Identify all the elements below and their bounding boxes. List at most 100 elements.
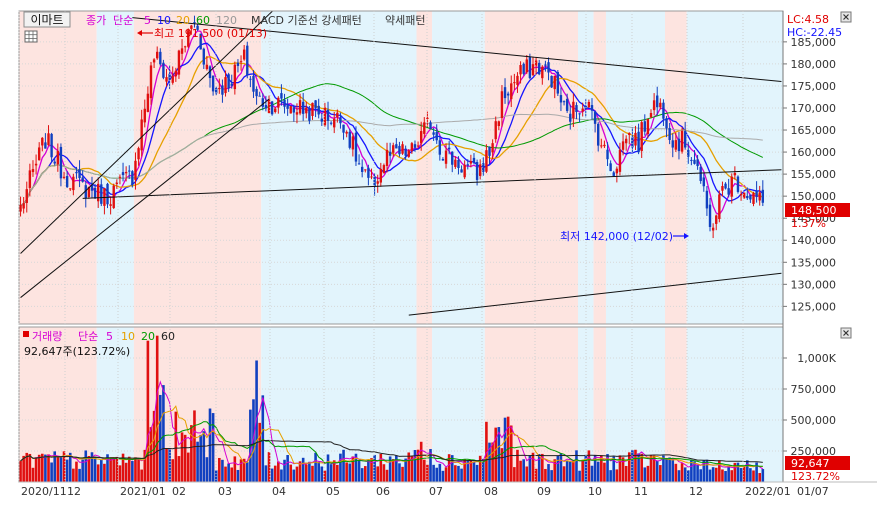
volume-bar [575, 450, 578, 482]
volume-bar [174, 411, 178, 482]
volume-bar [708, 469, 712, 482]
candle-body [569, 113, 572, 122]
date-axis: 2020/11 12 2021/01 02 03 04 05 06 07 08 09 10 11 12 20… [18, 11, 829, 498]
candle-body [597, 123, 600, 146]
volume-bar [280, 469, 283, 482]
candle-body [736, 176, 740, 192]
candle-body [246, 45, 249, 76]
volume-bar [640, 453, 643, 482]
volume-bar [109, 458, 112, 482]
volume-moving-averages [20, 380, 764, 470]
volume-bar [155, 335, 159, 482]
volume-bar [270, 468, 274, 482]
candle-body [671, 140, 674, 148]
pattern-band [484, 11, 579, 324]
candle-body [317, 105, 320, 115]
volume-bar [544, 468, 547, 482]
close-icon [843, 14, 849, 20]
volume-bar [190, 425, 193, 482]
volume-bar [124, 462, 128, 482]
date-tick-label: 06 [376, 485, 390, 498]
volume-bar [568, 461, 572, 482]
candle-body [575, 105, 578, 113]
candle-body [118, 176, 122, 178]
candle-body [100, 184, 103, 204]
candle-body [752, 193, 755, 204]
volume-bar [413, 450, 417, 482]
candle-body [286, 105, 289, 109]
candle-body [634, 132, 637, 146]
candle-body [283, 99, 286, 107]
pattern-band [484, 327, 579, 482]
volume-legend-item: 10 [121, 330, 135, 343]
pattern-band [96, 327, 134, 482]
volume-bar [693, 461, 696, 482]
price-panel-close-button[interactable] [840, 11, 852, 23]
stock-name-box[interactable] [23, 11, 71, 28]
candle-body [379, 168, 383, 183]
grid-toggle-icon[interactable] [24, 30, 38, 43]
candle-body [354, 132, 358, 162]
volume-tick-label: 750,000 [791, 383, 837, 396]
volume-bar [671, 458, 675, 482]
candle-body [497, 121, 501, 127]
candle-body [556, 72, 560, 94]
candle-body [348, 131, 351, 148]
candle-body [134, 160, 137, 180]
candle-body [478, 164, 482, 176]
volume-bar [357, 461, 361, 482]
candle-body [236, 62, 240, 66]
candle-body [690, 159, 693, 161]
date-tick-label: 04 [272, 485, 286, 498]
candle-body [662, 102, 665, 119]
low-note: 최저 142,000 (12/02) [560, 230, 673, 243]
volume-ma-line-60 [20, 439, 763, 463]
volume-bar [118, 465, 122, 482]
volume-bar [724, 471, 727, 482]
candle-body [510, 83, 513, 100]
candle-body [205, 64, 209, 70]
candle-body [426, 117, 429, 119]
pattern-band [593, 11, 606, 324]
candle-body [488, 146, 491, 156]
candle-body [541, 66, 544, 79]
trend-line [132, 17, 782, 83]
volume-panel-close-button[interactable] [840, 327, 852, 339]
candle-body [301, 101, 305, 114]
candle-body [631, 136, 634, 148]
volume-bar [503, 417, 507, 482]
candle-body [562, 101, 566, 103]
date-tick-label: 2021/01 [120, 485, 166, 498]
candle-body [162, 62, 165, 78]
candle-body [84, 185, 87, 199]
candle-body [252, 75, 255, 92]
pattern-band [664, 11, 687, 324]
candle-body [550, 75, 553, 88]
date-tick-label: 11 [634, 485, 648, 498]
volume-bar [419, 441, 423, 482]
candle-body [31, 169, 35, 173]
volume-bar [127, 456, 131, 482]
volume-bar [72, 468, 75, 482]
candle-body [494, 121, 497, 140]
candle-body [258, 95, 261, 97]
candle-body [208, 66, 212, 79]
candle-body [559, 95, 563, 103]
volume-bar [134, 457, 137, 482]
candle-body [659, 102, 662, 108]
candle-body [227, 74, 230, 89]
date-tick-label: 08 [484, 485, 498, 498]
arrow-right-icon [684, 233, 689, 239]
candle-body [34, 163, 38, 166]
pattern-band [686, 327, 783, 482]
candle-body [320, 118, 324, 122]
price-tick-label: 175,000 [791, 80, 837, 93]
price-tick-label: 135,000 [791, 256, 837, 269]
volume-bar [370, 458, 373, 482]
candle-body [683, 131, 687, 148]
candle-body [81, 177, 84, 182]
volume-bar [416, 449, 420, 482]
volume-bar [373, 454, 376, 482]
volume-bar [332, 460, 336, 482]
